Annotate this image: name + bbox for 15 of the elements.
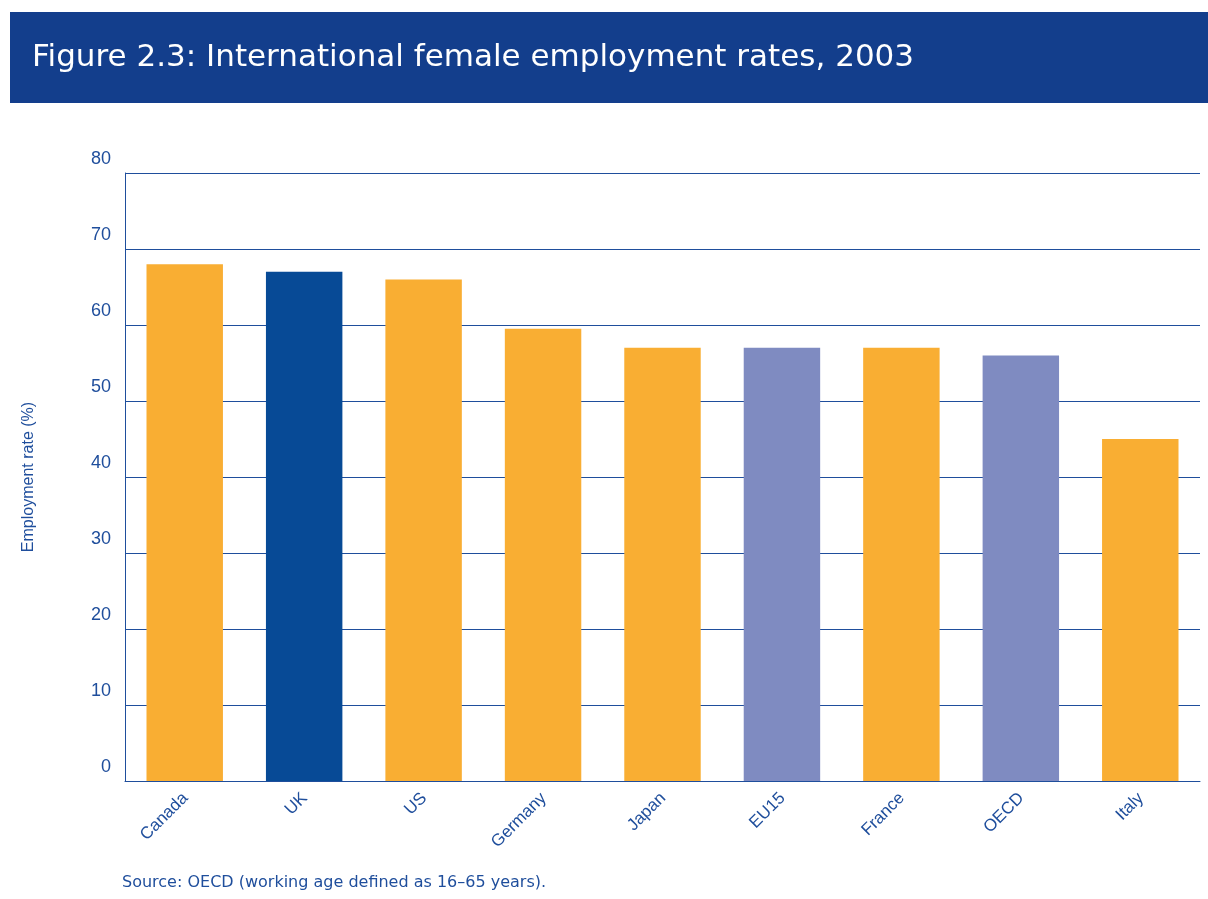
y-tick-label: 10 [90, 680, 111, 700]
y-tick-label: 40 [90, 452, 111, 472]
x-tick-label: US [400, 788, 431, 819]
y-tick-label: 80 [90, 148, 111, 168]
x-tick-label: Italy [1111, 787, 1148, 824]
chart-title: Figure 2.3: International female employment rates, 2003 [10, 12, 1208, 103]
y-axis-title: Employment rate (%) [18, 401, 36, 553]
y-tick-label: 60 [90, 300, 111, 320]
x-tick-label: UK [280, 787, 312, 819]
source-note: Source: OECD (working age defined as 16–65 years). [122, 872, 547, 891]
y-tick-label: 70 [90, 224, 111, 244]
y-tick-label: 50 [90, 376, 111, 396]
y-tick-label: 20 [90, 604, 111, 624]
y-tick-label: 30 [90, 528, 111, 548]
y-tick-label: 0 [100, 756, 111, 776]
